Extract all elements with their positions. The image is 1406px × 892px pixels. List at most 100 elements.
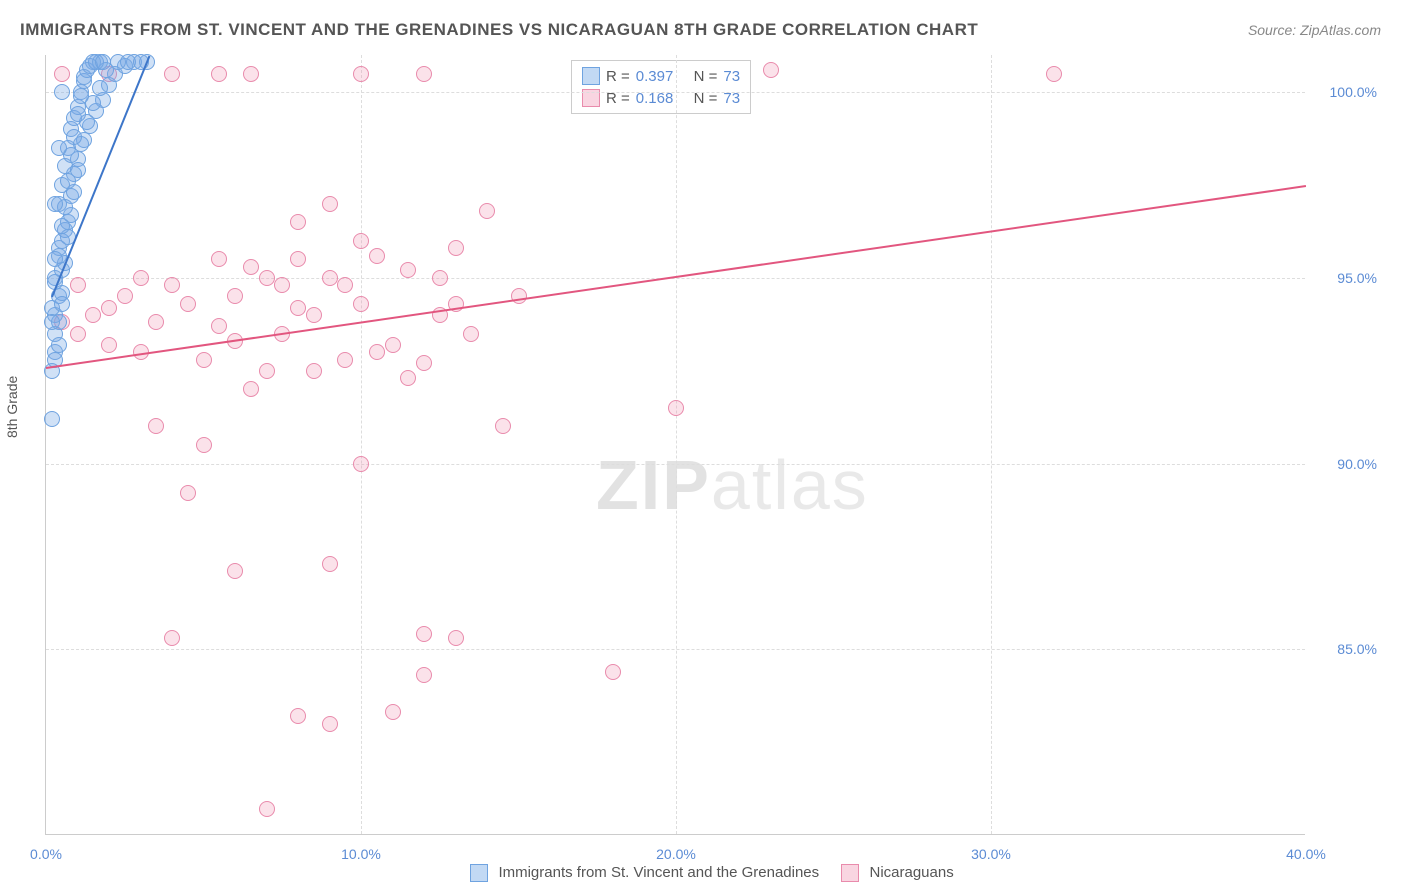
x-tick-label: 0.0% — [30, 846, 62, 862]
x-tick-label: 20.0% — [656, 846, 696, 862]
scatter-point — [448, 240, 464, 256]
scatter-point — [85, 307, 101, 323]
watermark: ZIPatlas — [596, 445, 869, 525]
scatter-point — [353, 296, 369, 312]
watermark-zip: ZIP — [596, 446, 711, 524]
r-value-1: 0.397 — [636, 68, 674, 85]
scatter-point — [95, 54, 111, 70]
x-tick-label: 10.0% — [341, 846, 381, 862]
scatter-point — [416, 355, 432, 371]
scatter-point — [385, 704, 401, 720]
scatter-point — [164, 66, 180, 82]
scatter-point — [51, 140, 67, 156]
scatter-point — [196, 437, 212, 453]
swatch-blue — [582, 67, 600, 85]
scatter-point — [211, 66, 227, 82]
scatter-point — [54, 296, 70, 312]
y-tick-label: 100.0% — [1312, 84, 1377, 100]
scatter-point — [290, 214, 306, 230]
r-label: R = — [606, 68, 630, 85]
scatter-point — [243, 66, 259, 82]
scatter-point — [44, 314, 60, 330]
n-value-1: 73 — [723, 68, 740, 85]
scatter-point — [196, 352, 212, 368]
scatter-point — [148, 418, 164, 434]
n-label: N = — [694, 68, 718, 85]
scatter-point — [92, 80, 108, 96]
series-legend: Immigrants from St. Vincent and the Gren… — [0, 864, 1406, 882]
scatter-point — [47, 251, 63, 267]
scatter-point — [54, 66, 70, 82]
x-tick-label: 40.0% — [1286, 846, 1326, 862]
scatter-point — [70, 326, 86, 342]
watermark-atlas: atlas — [711, 446, 869, 524]
scatter-point — [148, 314, 164, 330]
scatter-point — [290, 251, 306, 267]
scatter-point — [70, 277, 86, 293]
y-tick-label: 85.0% — [1312, 641, 1377, 657]
scatter-point — [322, 556, 338, 572]
scatter-point — [479, 203, 495, 219]
scatter-point — [400, 262, 416, 278]
scatter-point — [353, 233, 369, 249]
scatter-point — [495, 418, 511, 434]
scatter-point — [306, 307, 322, 323]
scatter-point — [47, 196, 63, 212]
scatter-point — [432, 270, 448, 286]
scatter-point — [117, 288, 133, 304]
scatter-point — [70, 162, 86, 178]
scatter-point — [337, 352, 353, 368]
scatter-point — [211, 251, 227, 267]
scatter-point — [133, 270, 149, 286]
scatter-point — [353, 66, 369, 82]
scatter-point — [763, 62, 779, 78]
scatter-point — [337, 277, 353, 293]
series2-label: Nicaraguans — [870, 864, 954, 881]
legend-row-1: R = 0.397 N = 73 — [582, 65, 740, 87]
scatter-point — [668, 400, 684, 416]
scatter-point — [511, 288, 527, 304]
scatter-point — [164, 277, 180, 293]
scatter-point — [369, 344, 385, 360]
scatter-point — [290, 708, 306, 724]
scatter-point — [416, 667, 432, 683]
scatter-point — [259, 270, 275, 286]
scatter-point — [243, 259, 259, 275]
scatter-point — [211, 318, 227, 334]
scatter-point — [369, 248, 385, 264]
scatter-point — [44, 411, 60, 427]
scatter-point — [385, 337, 401, 353]
scatter-point — [164, 630, 180, 646]
scatter-point — [227, 563, 243, 579]
scatter-point — [101, 300, 117, 316]
scatter-point — [73, 88, 89, 104]
scatter-point — [259, 363, 275, 379]
scatter-point — [227, 288, 243, 304]
gridline-vertical — [361, 55, 362, 834]
x-tick-label: 30.0% — [971, 846, 1011, 862]
scatter-point — [416, 626, 432, 642]
scatter-point — [274, 277, 290, 293]
legend-row-2: R = 0.168 N = 73 — [582, 87, 740, 109]
y-tick-label: 95.0% — [1312, 270, 1377, 286]
scatter-point — [54, 84, 70, 100]
scatter-point — [180, 485, 196, 501]
scatter-point — [290, 300, 306, 316]
scatter-point — [322, 196, 338, 212]
scatter-point — [448, 630, 464, 646]
scatter-plot-area: ZIPatlas R = 0.397 N = 73 R = 0.168 N = … — [45, 55, 1305, 835]
gridline-vertical — [991, 55, 992, 834]
scatter-point — [259, 801, 275, 817]
scatter-point — [180, 296, 196, 312]
scatter-point — [353, 456, 369, 472]
scatter-point — [306, 363, 322, 379]
scatter-point — [322, 716, 338, 732]
y-tick-label: 90.0% — [1312, 456, 1377, 472]
scatter-point — [66, 129, 82, 145]
scatter-point — [463, 326, 479, 342]
gridline-vertical — [676, 55, 677, 834]
chart-title: IMMIGRANTS FROM ST. VINCENT AND THE GREN… — [20, 20, 978, 40]
scatter-point — [605, 664, 621, 680]
scatter-point — [416, 66, 432, 82]
scatter-point — [70, 106, 86, 122]
